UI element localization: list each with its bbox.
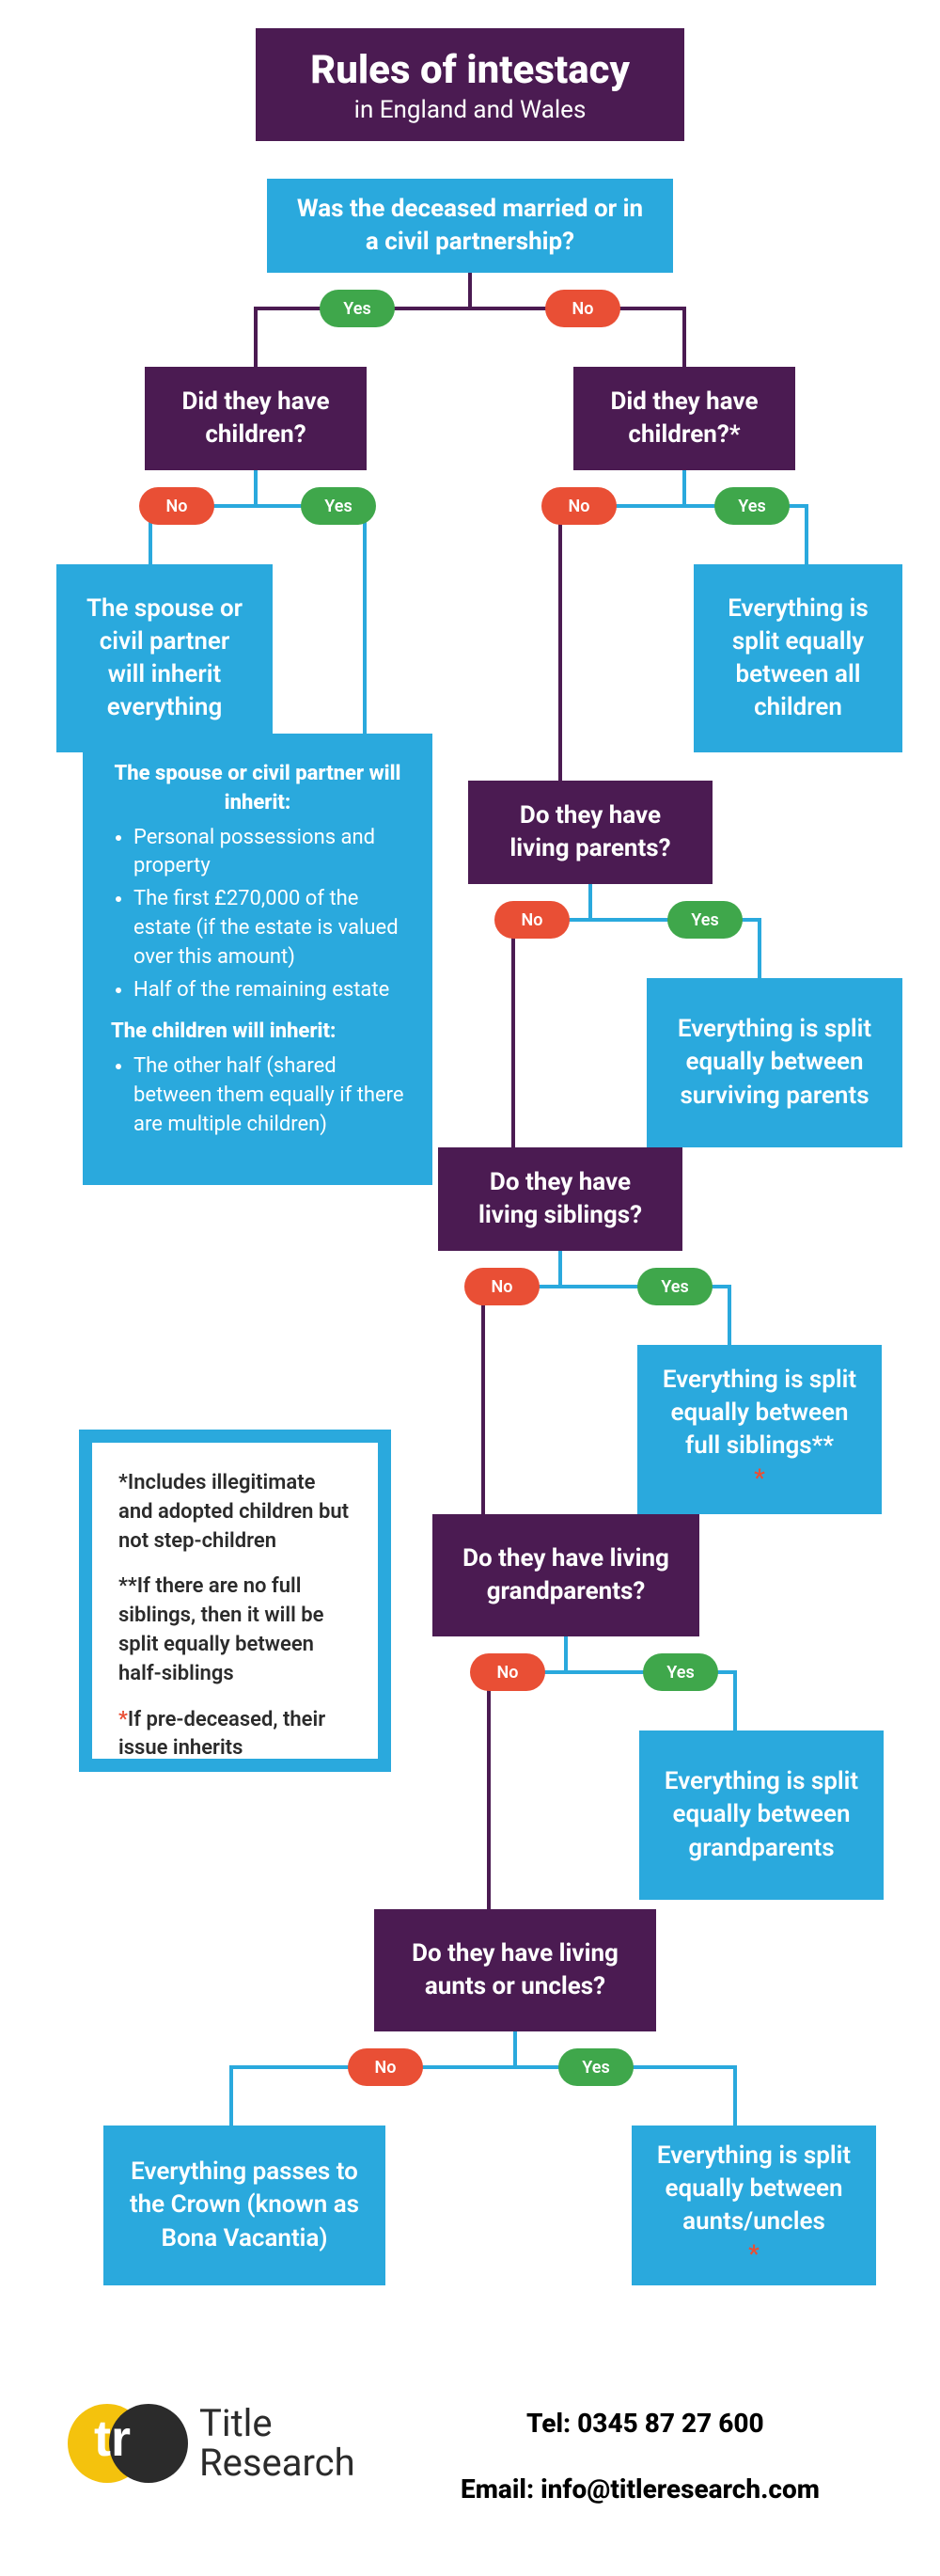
q-children-left: Did they have children? xyxy=(145,367,367,470)
pill-yes: Yes xyxy=(667,901,743,939)
title-sub: in England and Wales xyxy=(293,96,647,124)
pill-yes: Yes xyxy=(637,1268,713,1305)
details-b2: The first £270,000 of the estate (if the… xyxy=(133,885,404,972)
red-asterisk: * xyxy=(118,1708,128,1731)
a-parents-all: Everything is split equally between surv… xyxy=(647,978,902,1147)
q-siblings: Do they have living siblings? xyxy=(438,1147,682,1251)
pill-no: No xyxy=(470,1653,545,1691)
details-hdr2: The children will inherit: xyxy=(111,1018,404,1047)
a-children-all: Everything is split equally between all … xyxy=(694,564,902,752)
details-b1: Personal possessions and property xyxy=(133,824,404,882)
details-b4: The other half (shared between them equa… xyxy=(133,1052,404,1139)
pill-no: No xyxy=(464,1268,540,1305)
title-main: Rules of intestacy xyxy=(293,49,647,92)
pill-no: No xyxy=(494,901,570,939)
pill-no: No xyxy=(348,2048,423,2086)
pill-yes: Yes xyxy=(558,2048,634,2086)
page-title: Rules of intestacy in England and Wales xyxy=(256,28,684,141)
note-3: *If pre-deceased, their issue inherits xyxy=(118,1706,352,1764)
q-aunts: Do they have living aunts or uncles? xyxy=(374,1909,656,2031)
a-siblings-text: Everything is split equally between full… xyxy=(660,1364,859,1462)
pill-no: No xyxy=(541,487,617,525)
note-3-text: If pre-deceased, their issue inherits xyxy=(118,1708,325,1761)
note-2: **If there are no full siblings, then it… xyxy=(118,1572,352,1688)
note-1: *Includes illegitimate and adopted child… xyxy=(118,1469,352,1556)
pill-yes: Yes xyxy=(320,290,395,327)
notes-box: *Includes illegitimate and adopted child… xyxy=(92,1443,378,1759)
details-hdr1: The spouse or civil partner will inherit… xyxy=(111,760,404,818)
pill-yes: Yes xyxy=(714,487,790,525)
a-grandparents-all: Everything is split equally between gran… xyxy=(639,1731,884,1900)
a-spouse-all: The spouse or civil partner will inherit… xyxy=(56,564,273,752)
a-crown: Everything passes to the Crown (known as… xyxy=(103,2126,385,2285)
brand-line1: Title xyxy=(199,2404,355,2443)
pill-no: No xyxy=(139,487,214,525)
q-parents: Do they have living parents? xyxy=(468,781,713,884)
a-siblings-all: Everything is split equally between full… xyxy=(637,1345,882,1514)
details-spouse-children: The spouse or civil partner will inherit… xyxy=(83,734,432,1185)
q-married: Was the deceased married or in a civil p… xyxy=(267,179,673,273)
brand-line2: Research xyxy=(199,2443,355,2483)
logo-tr-glyph: tr xyxy=(94,2410,131,2468)
pill-yes: Yes xyxy=(643,1653,718,1691)
contact-tel: Tel: 0345 87 27 600 xyxy=(526,2408,764,2439)
contact-email: Email: info@titleresearch.com xyxy=(461,2473,820,2505)
brand-logo: tr Title Research xyxy=(68,2398,406,2492)
pill-no: No xyxy=(545,290,620,327)
a-aunts-all: Everything is split equally between aunt… xyxy=(632,2126,876,2285)
details-b3: Half of the remaining estate xyxy=(133,976,404,1005)
q-grandparents: Do they have living grandparents? xyxy=(432,1514,699,1636)
red-asterisk: * xyxy=(754,1462,765,1495)
a-aunts-text: Everything is split equally between aunt… xyxy=(654,2140,854,2238)
red-asterisk: * xyxy=(748,2238,760,2271)
pill-yes: Yes xyxy=(301,487,376,525)
q-children-right: Did they have children?* xyxy=(573,367,795,470)
